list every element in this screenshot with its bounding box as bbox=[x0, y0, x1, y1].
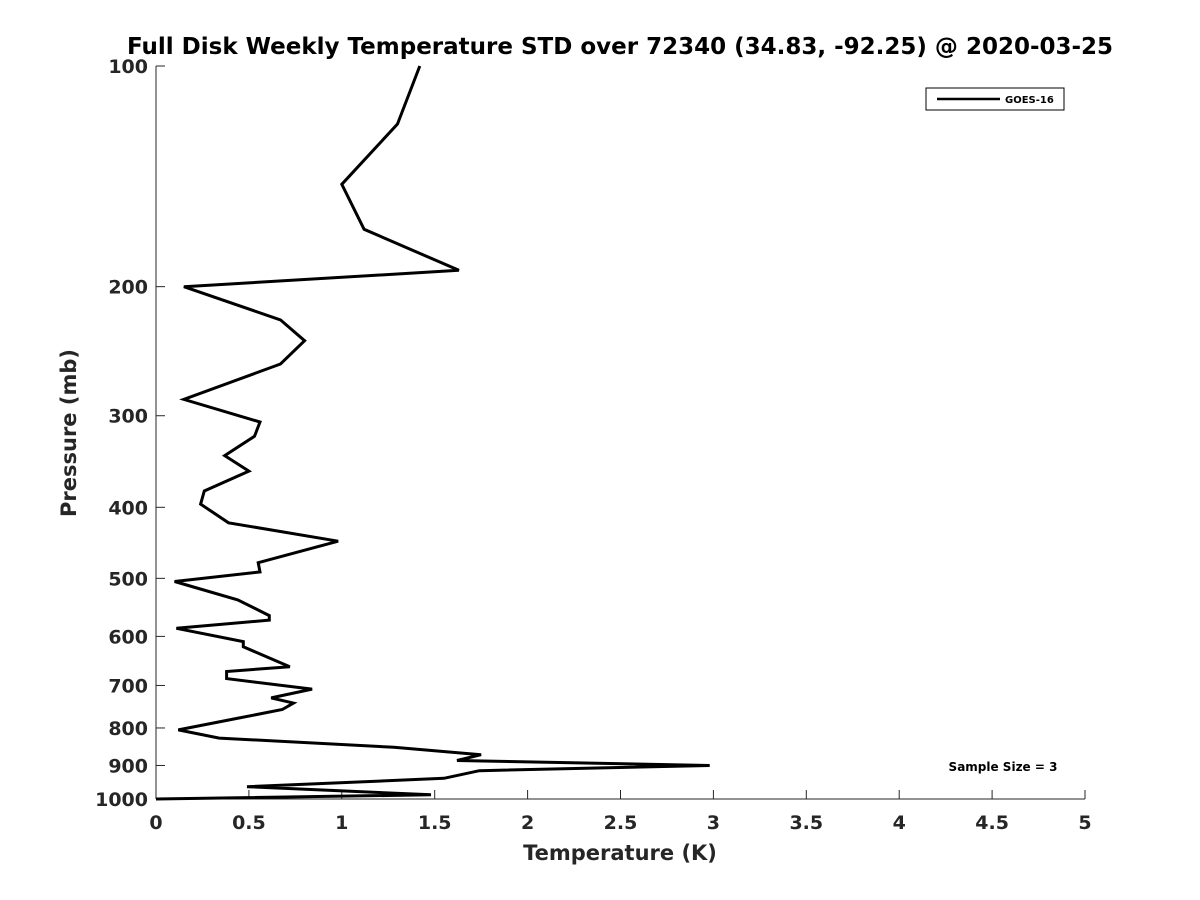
x-tick-label: 0 bbox=[149, 812, 162, 834]
y-axis-label: Pressure (mb) bbox=[57, 349, 81, 517]
series-lines bbox=[155, 65, 710, 801]
y-tick-label: 900 bbox=[108, 755, 148, 777]
x-axis-label: Temperature (K) bbox=[523, 841, 717, 865]
y-tick-label: 300 bbox=[108, 406, 148, 428]
x-tick-label: 1.5 bbox=[418, 812, 452, 834]
x-tick-label: 2 bbox=[521, 812, 534, 834]
y-tick-label: 1000 bbox=[95, 789, 148, 811]
x-axis-ticks: 0 0.5 1 1.5 2 2.5 3 3.5 4 4.5 5 bbox=[149, 790, 1092, 834]
x-tick-label: 0.5 bbox=[232, 812, 266, 834]
y-tick-label: 200 bbox=[108, 277, 148, 299]
y-tick-label: 100 bbox=[108, 56, 148, 78]
series-line-goes-16 bbox=[155, 65, 710, 801]
x-tick-label: 5 bbox=[1078, 812, 1091, 834]
y-tick-label: 400 bbox=[108, 497, 148, 519]
x-tick-label: 3.5 bbox=[789, 812, 823, 834]
legend: GOES-16 bbox=[925, 87, 1065, 111]
x-tick-label: 3 bbox=[707, 812, 720, 834]
y-tick-label: 600 bbox=[108, 626, 148, 648]
x-tick-label: 4 bbox=[893, 812, 906, 834]
y-tick-label: 700 bbox=[108, 675, 148, 697]
x-tick-label: 1 bbox=[335, 812, 348, 834]
y-tick-label: 500 bbox=[108, 568, 148, 590]
plot-axes bbox=[155, 66, 1085, 800]
y-axis-ticks: 100 200 300 400 500 600 700 800 900 1000 bbox=[95, 56, 165, 811]
sample-size-annotation: Sample Size = 3 bbox=[949, 760, 1058, 774]
y-tick-label: 800 bbox=[108, 718, 148, 740]
legend-label: GOES-16 bbox=[1005, 95, 1054, 106]
chart-title: Full Disk Weekly Temperature STD over 72… bbox=[127, 34, 1113, 60]
x-tick-label: 2.5 bbox=[604, 812, 638, 834]
x-tick-label: 4.5 bbox=[975, 812, 1009, 834]
